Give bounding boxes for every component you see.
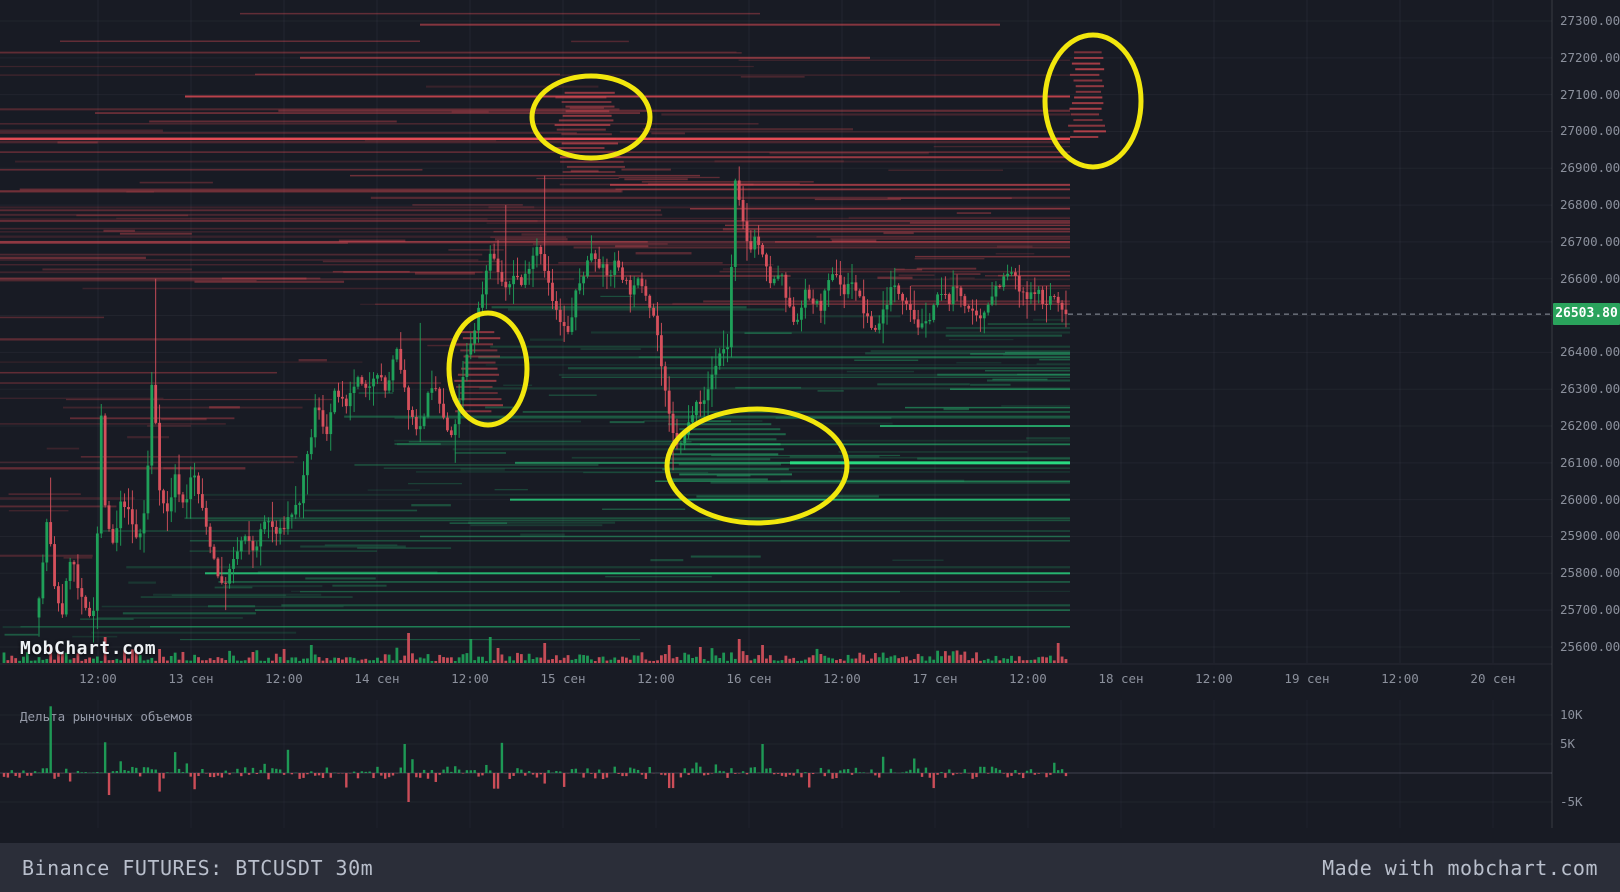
highlight-ellipse: [1042, 32, 1144, 170]
highlight-ellipses: [446, 32, 1144, 526]
symbol-title: Binance FUTURES: BTCUSDT 30m: [22, 855, 374, 880]
watermark: MobChart.com: [20, 638, 157, 659]
highlight-ellipse: [446, 310, 530, 428]
highlight-ellipse: [664, 406, 850, 526]
highlight-ellipse: [529, 73, 653, 161]
status-bar: Binance FUTURES: BTCUSDT 30m Made with m…: [0, 843, 1620, 892]
delta-pane-title: Дельта рыночных объемов: [20, 709, 194, 724]
current-price-tag: 26503.80: [1553, 303, 1620, 326]
made-with-credit: Made with mobchart.com: [1322, 855, 1598, 880]
